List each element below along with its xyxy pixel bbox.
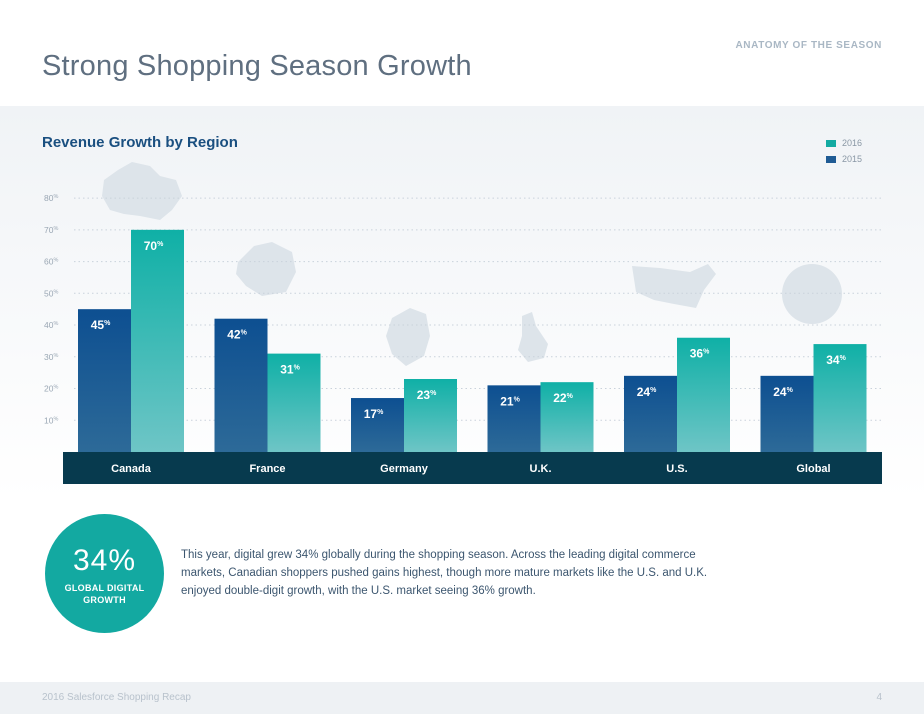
legend-label-2016: 2016 — [842, 138, 863, 148]
uk-map-icon — [518, 312, 548, 362]
footer: 2016 Salesforce Shopping Recap 4 — [0, 682, 924, 714]
footer-text: 2016 Salesforce Shopping Recap — [42, 692, 191, 703]
map-silhouettes — [102, 162, 842, 366]
bar-2016-france — [267, 353, 321, 452]
x-tick-label: U.S. — [666, 463, 687, 475]
y-tick-label: 60% — [44, 257, 58, 267]
legend-swatch-2016 — [826, 139, 836, 147]
y-tick-label: 30% — [44, 352, 58, 362]
bar-2015-us — [624, 375, 677, 452]
section-kicker: ANATOMY OF THE SEASON — [735, 40, 882, 51]
x-axis: Canada France Germany U.K. U.S. Global — [111, 463, 830, 475]
page-number: 4 — [876, 692, 882, 703]
chart-title: Revenue Growth by Region — [42, 134, 238, 151]
bar-2015-france — [214, 318, 268, 452]
globe-icon — [782, 264, 842, 324]
page-title: Strong Shopping Season Growth — [42, 50, 472, 82]
y-tick-label: 70% — [44, 225, 58, 235]
y-tick-label: 10% — [44, 415, 58, 425]
callout-value: 34% — [72, 544, 137, 577]
bar-2016-uk — [540, 382, 594, 452]
france-map-icon — [236, 242, 296, 296]
legend-swatch-2015 — [826, 155, 836, 163]
chart-legend: 2016 2015 — [826, 135, 862, 167]
legend-item-2015: 2015 — [826, 151, 862, 167]
y-tick-label: 40% — [44, 320, 58, 330]
y-tick-label: 80% — [44, 193, 58, 203]
category-axis-band — [63, 452, 882, 484]
summary-paragraph: This year, digital grew 34% globally dur… — [181, 549, 708, 597]
x-tick-label: Canada — [111, 463, 152, 475]
x-tick-label: Global — [796, 463, 830, 475]
y-tick-label: 20% — [44, 384, 58, 394]
canada-map-icon — [102, 162, 182, 220]
global-growth-callout: 34% GLOBAL DIGITAL GROWTH — [45, 514, 164, 633]
bar-2015-uk — [487, 385, 541, 452]
x-tick-label: Germany — [380, 463, 429, 475]
legend-label-2015: 2015 — [842, 154, 863, 164]
bar-2016-canada — [131, 229, 184, 452]
bar-2016-germany — [404, 379, 457, 452]
value-labels: 45%70%42%31%17%23%21% 22% 24%36%24%34% — [91, 239, 847, 421]
bar-2016-global — [813, 344, 867, 452]
legend-item-2016: 2016 — [826, 135, 862, 151]
y-axis: 10% 20% 30% 40% 50% 60% 70% 80% — [44, 193, 58, 425]
bar-2015-global — [760, 375, 814, 452]
bar-2016-us — [677, 337, 730, 452]
bar-2015-canada — [78, 309, 131, 452]
bar-chart: 10% 20% 30% 40% 50% 60% 70% 80% 45%70%42%31%17%… — [44, 162, 882, 484]
x-tick-label: U.K. — [530, 463, 552, 475]
bar-series — [78, 229, 867, 452]
callout-label: GLOBAL DIGITAL GROWTH — [64, 583, 145, 605]
x-tick-label: France — [249, 463, 285, 475]
bar-2015-germany — [351, 398, 404, 452]
germany-map-icon — [386, 308, 430, 366]
us-map-icon — [632, 264, 716, 308]
y-tick-label: 50% — [44, 288, 58, 298]
